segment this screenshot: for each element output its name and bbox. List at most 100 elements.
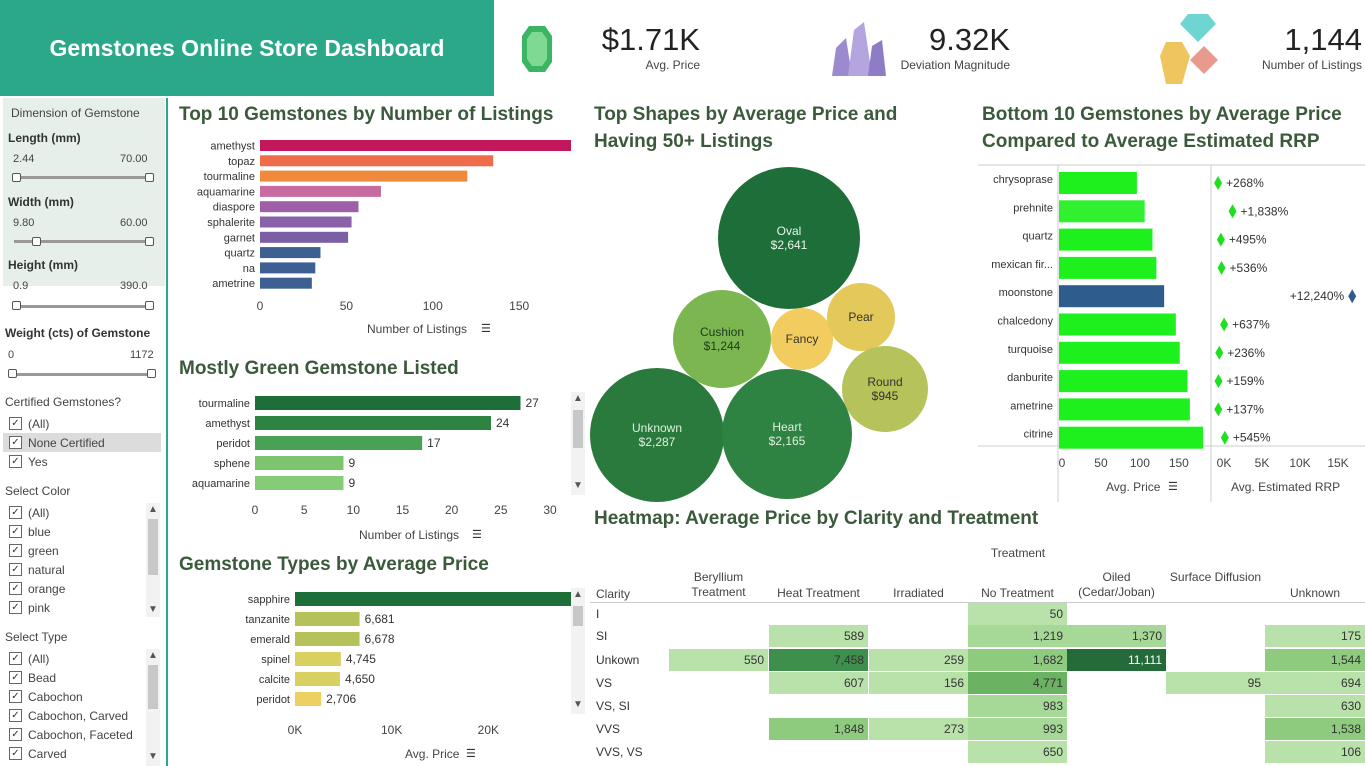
bar[interactable] (1059, 256, 1157, 279)
heatmap-cell[interactable]: 607 (769, 672, 868, 694)
bar[interactable] (260, 247, 321, 259)
bar[interactable] (1059, 341, 1180, 364)
certified-option-yes[interactable]: ✓ Yes (3, 452, 161, 471)
bar[interactable] (1059, 172, 1137, 194)
type-option[interactable]: ✓ Carved (3, 744, 147, 763)
rrp-diamond-marker[interactable] (1214, 176, 1223, 190)
bar[interactable] (295, 632, 360, 646)
heatmap-cell[interactable]: 1,219 (968, 625, 1067, 647)
sort-icon[interactable]: ☰ (481, 323, 491, 335)
rrp-diamond-marker[interactable] (1228, 204, 1237, 219)
color-option[interactable]: ✓ blue (3, 522, 147, 541)
checkbox-checked-icon[interactable]: ✓ (9, 563, 22, 576)
bubble-oval[interactable]: Oval $2,641 (718, 167, 860, 309)
type-option[interactable]: ✓ Cabochon (3, 687, 147, 706)
length-min-handle[interactable] (12, 173, 21, 182)
checkbox-checked-icon[interactable]: ✓ (9, 455, 22, 468)
bar[interactable] (260, 185, 381, 197)
heatmap-cell[interactable]: 1,370 (1067, 625, 1166, 647)
checkbox-checked-icon[interactable]: ✓ (9, 728, 22, 741)
width-slider[interactable] (14, 240, 154, 243)
bar[interactable] (260, 262, 316, 274)
heatmap-cell[interactable]: 50 (968, 603, 1067, 625)
bubble-unknown[interactable]: Unknown $2,287 (590, 368, 724, 502)
bar[interactable] (260, 140, 571, 151)
width-max-handle[interactable] (145, 237, 154, 246)
bar[interactable] (255, 396, 521, 410)
sort-icon[interactable]: ☰ (466, 748, 476, 760)
scroll-thumb[interactable] (148, 665, 158, 709)
bar[interactable] (295, 612, 360, 626)
checkbox-checked-icon[interactable]: ✓ (9, 506, 22, 519)
weight-max-handle[interactable] (147, 369, 156, 378)
bubble-heart[interactable]: Heart $2,165 (722, 369, 852, 499)
color-option[interactable]: ✓ (All) (3, 503, 147, 522)
bar[interactable] (260, 277, 312, 289)
bar[interactable] (255, 476, 344, 490)
heatmap-cell[interactable]: 694 (1265, 672, 1365, 694)
heatmap-cell[interactable]: 273 (869, 718, 968, 740)
bar[interactable] (260, 231, 349, 243)
rrp-diamond-marker[interactable] (1220, 317, 1229, 332)
bubble-cushion[interactable]: Cushion $1,244 (673, 290, 771, 388)
type-option[interactable]: ✓ Bead (3, 668, 147, 687)
bubble-round[interactable]: Round $945 (842, 346, 928, 432)
checkbox-checked-icon[interactable]: ✓ (9, 525, 22, 538)
chevron-down-icon[interactable]: ▼ (573, 480, 583, 491)
heatmap-cell[interactable]: 1,544 (1265, 649, 1365, 671)
chevron-down-icon[interactable]: ▼ (148, 751, 158, 762)
rrp-diamond-marker[interactable] (1214, 374, 1223, 389)
heatmap-cell[interactable]: 1,538 (1265, 718, 1365, 740)
bar[interactable] (1059, 285, 1165, 308)
height-max-handle[interactable] (145, 301, 154, 310)
type-option[interactable]: ✓ Cabochon, Carved (3, 706, 147, 725)
color-option[interactable]: ✓ orange (3, 579, 147, 598)
length-max-handle[interactable] (145, 173, 154, 182)
heatmap-cell[interactable]: 650 (968, 741, 1067, 763)
heatmap-cell[interactable]: 156 (869, 672, 968, 694)
bar[interactable] (1059, 228, 1153, 251)
weight-slider[interactable] (10, 373, 156, 376)
checkbox-checked-icon[interactable]: ✓ (9, 671, 22, 684)
bar[interactable] (260, 201, 359, 213)
bar[interactable] (1059, 370, 1188, 393)
chevron-up-icon[interactable]: ▲ (148, 650, 158, 661)
checkbox-checked-icon[interactable]: ✓ (9, 417, 22, 430)
checkbox-checked-icon[interactable]: ✓ (9, 582, 22, 595)
checkbox-checked-icon[interactable]: ✓ (9, 690, 22, 703)
heatmap-cell[interactable]: 4,771 (968, 672, 1067, 694)
bar[interactable] (255, 436, 423, 450)
heatmap-cell[interactable]: 1,682 (968, 649, 1067, 671)
scroll-thumb[interactable] (573, 606, 583, 626)
scroll-thumb[interactable] (573, 410, 583, 448)
bubble-fancy[interactable]: Fancy (771, 308, 833, 370)
rrp-diamond-marker[interactable] (1215, 345, 1224, 360)
bar[interactable] (1059, 398, 1190, 421)
certified-option-none[interactable]: ✓ None Certified (3, 433, 161, 452)
weight-min-handle[interactable] (8, 369, 17, 378)
bubble-pear[interactable]: Pear (827, 283, 895, 351)
color-scrollbar[interactable]: ▲ ▼ (146, 503, 160, 617)
color-option[interactable]: ✓ pink (3, 598, 147, 617)
heatmap-cell[interactable]: 589 (769, 625, 868, 647)
bar[interactable] (295, 652, 341, 666)
checkbox-checked-icon[interactable]: ✓ (9, 601, 22, 614)
rrp-diamond-marker[interactable] (1214, 402, 1223, 417)
heatmap-cell[interactable]: 993 (968, 718, 1067, 740)
chevron-up-icon[interactable]: ▲ (573, 589, 583, 600)
certified-option-all[interactable]: ✓ (All) (3, 414, 161, 433)
bar[interactable] (255, 456, 344, 470)
rrp-diamond-marker[interactable] (1348, 289, 1357, 304)
bar[interactable] (255, 416, 491, 430)
scroll-thumb[interactable] (148, 519, 158, 575)
bar[interactable] (1059, 313, 1176, 336)
checkbox-checked-icon[interactable]: ✓ (9, 544, 22, 557)
bar[interactable] (1059, 426, 1204, 449)
rrp-diamond-marker[interactable] (1216, 232, 1225, 247)
heatmap-cell[interactable]: 175 (1265, 625, 1365, 647)
checkbox-checked-icon[interactable]: ✓ (9, 652, 22, 665)
bar[interactable] (260, 170, 468, 182)
heatmap-cell[interactable]: 106 (1265, 741, 1365, 763)
width-min-handle[interactable] (32, 237, 41, 246)
color-option[interactable]: ✓ natural (3, 560, 147, 579)
